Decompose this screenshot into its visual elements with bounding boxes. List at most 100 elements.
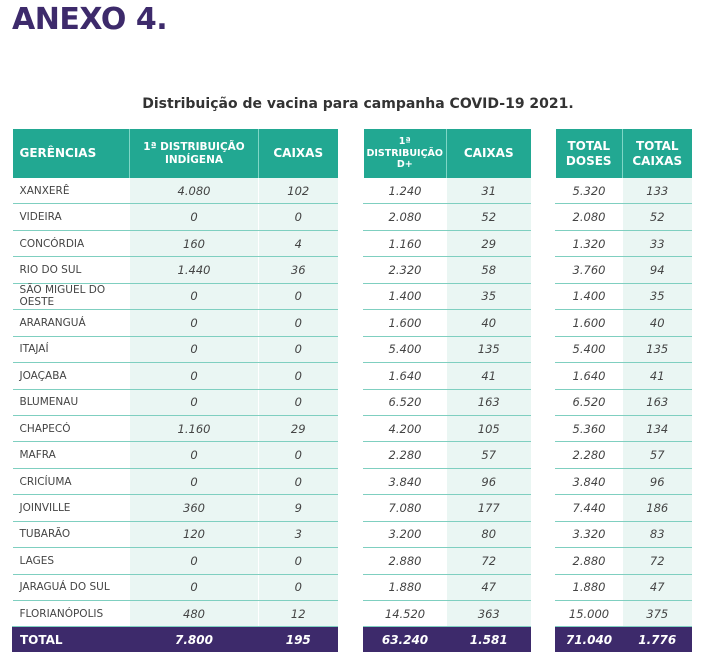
table-cell: 33 (622, 230, 692, 258)
table-cell: 3.320 (555, 521, 623, 549)
table-caption: Distribuição de vacina para campanha COV… (142, 96, 574, 112)
total-caixas: 1.776 (622, 626, 692, 652)
gerencia-name: FLORIANÓPOLIS (12, 600, 130, 628)
table-cell: 2.880 (363, 547, 447, 575)
table-cell: 363 (446, 600, 531, 628)
table-row: 5.400 135 (363, 336, 531, 364)
table-row: 2.280 57 (555, 441, 692, 469)
table-cell: 3 (258, 521, 338, 549)
gerencia-name: ARARANGUÁ (12, 309, 130, 337)
table-cell: 47 (622, 574, 692, 602)
table-row: ARARANGUÁ 0 0 (12, 309, 338, 337)
table-cell: 5.360 (555, 415, 623, 443)
table-row: 5.360 134 (555, 415, 692, 443)
table-cell: 0 (129, 574, 259, 602)
table-cell: 0 (258, 574, 338, 602)
gerencia-name: CRICÍUMA (12, 468, 130, 496)
table-row: 5.320 133 (555, 178, 692, 205)
table-row: XANXERÊ 4.080 102 (12, 178, 338, 205)
table-cell: 80 (446, 521, 531, 549)
table-cell: 40 (446, 309, 531, 337)
gerencia-name: RIO DO SUL (12, 256, 130, 284)
gerencia-name: MAFRA (12, 441, 130, 469)
table-cell: 2.080 (555, 203, 623, 231)
table-row: 1.880 47 (363, 574, 531, 602)
table-row: 2.880 72 (363, 547, 531, 575)
table-cell: 72 (622, 547, 692, 575)
table-cell: 52 (622, 203, 692, 231)
table-cell: 5.400 (363, 336, 447, 364)
table-row: 1.600 40 (363, 309, 531, 337)
table-cell: 6.520 (363, 389, 447, 416)
table-row: 2.080 52 (363, 203, 531, 231)
table-cell: 0 (129, 389, 259, 416)
table-row: 6.520 163 (363, 389, 531, 416)
table-cell: 0 (258, 389, 338, 416)
table-row: 3.840 96 (363, 468, 531, 496)
gerencia-name: TUBARÃO (12, 521, 130, 549)
table-row: 1.880 47 (555, 574, 692, 602)
table-row: JOAÇABA 0 0 (12, 362, 338, 390)
table-cell: 186 (622, 494, 692, 522)
table-cell: 29 (258, 415, 338, 443)
table-cell: 36 (258, 256, 338, 284)
table-cell: 1.400 (555, 283, 623, 311)
table-cell: 480 (129, 600, 259, 628)
table-cell: 360 (129, 494, 259, 522)
table-cell: 14.520 (363, 600, 447, 628)
table-row: 15.000 375 (555, 600, 692, 628)
table-cell: 9 (258, 494, 338, 522)
table-cell: 94 (622, 256, 692, 284)
table-row: 1.600 40 (555, 309, 692, 337)
table-cell: 0 (258, 441, 338, 469)
table-row: FLORIANÓPOLIS 480 12 (12, 600, 338, 628)
table-cell: 160 (129, 230, 259, 258)
table-row: MAFRA 0 0 (12, 441, 338, 469)
table-cell: 177 (446, 494, 531, 522)
header-caixas: CAIXAS (446, 129, 531, 178)
table-cell: 3.840 (363, 468, 447, 496)
table-row: 6.520 163 (555, 389, 692, 416)
table-row: 2.080 52 (555, 203, 692, 231)
table-row: BLUMENAU 0 0 (12, 389, 338, 416)
total-distribuicao-d: 63.240 (363, 626, 447, 652)
table-row: 1.400 35 (555, 283, 692, 311)
table-cell: 0 (258, 547, 338, 575)
table-cell: 1.600 (363, 309, 447, 337)
table-cell: 1.880 (363, 574, 447, 602)
table-cell: 2.880 (555, 547, 623, 575)
table-cell: 0 (258, 203, 338, 231)
table-cell: 133 (622, 178, 692, 205)
table-row: 1.160 29 (363, 230, 531, 258)
table-cell: 96 (622, 468, 692, 496)
table-cell: 163 (446, 389, 531, 416)
table-cell: 375 (622, 600, 692, 628)
total-indigena: 7.800 (129, 626, 259, 652)
table-cell: 35 (622, 283, 692, 311)
table-row: CRICÍUMA 0 0 (12, 468, 338, 496)
table-row: 14.520 363 (363, 600, 531, 628)
table-cell: 0 (258, 362, 338, 390)
table-row: 1.640 41 (555, 362, 692, 390)
table-totais: TOTAL DOSES TOTAL CAIXAS 5.320 133 2.080 52… (555, 129, 692, 652)
table-row: 7.440 186 (555, 494, 692, 522)
table-cell: 1.400 (363, 283, 447, 311)
table-row: RIO DO SUL 1.440 36 (12, 256, 338, 284)
table-cell: 4.080 (129, 178, 259, 205)
table-cell: 1.240 (363, 178, 447, 205)
table-cell: 163 (622, 389, 692, 416)
table-cell: 40 (622, 309, 692, 337)
table-cell: 1.600 (555, 309, 623, 337)
header-distribuicao-d: 1ª DISTRIBUIÇÃO D+ (363, 129, 447, 178)
total-caixas-indigena: 195 (258, 626, 338, 652)
table-cell: 0 (258, 309, 338, 337)
table-cell: 135 (622, 336, 692, 364)
total-label: TOTAL (12, 626, 130, 652)
table-cell: 0 (129, 441, 259, 469)
table-row: CHAPECÓ 1.160 29 (12, 415, 338, 443)
table-row: 1.320 33 (555, 230, 692, 258)
table-cell: 12 (258, 600, 338, 628)
table-cell: 6.520 (555, 389, 623, 416)
table-row: ITAJAÍ 0 0 (12, 336, 338, 364)
table-cell: 0 (258, 468, 338, 496)
